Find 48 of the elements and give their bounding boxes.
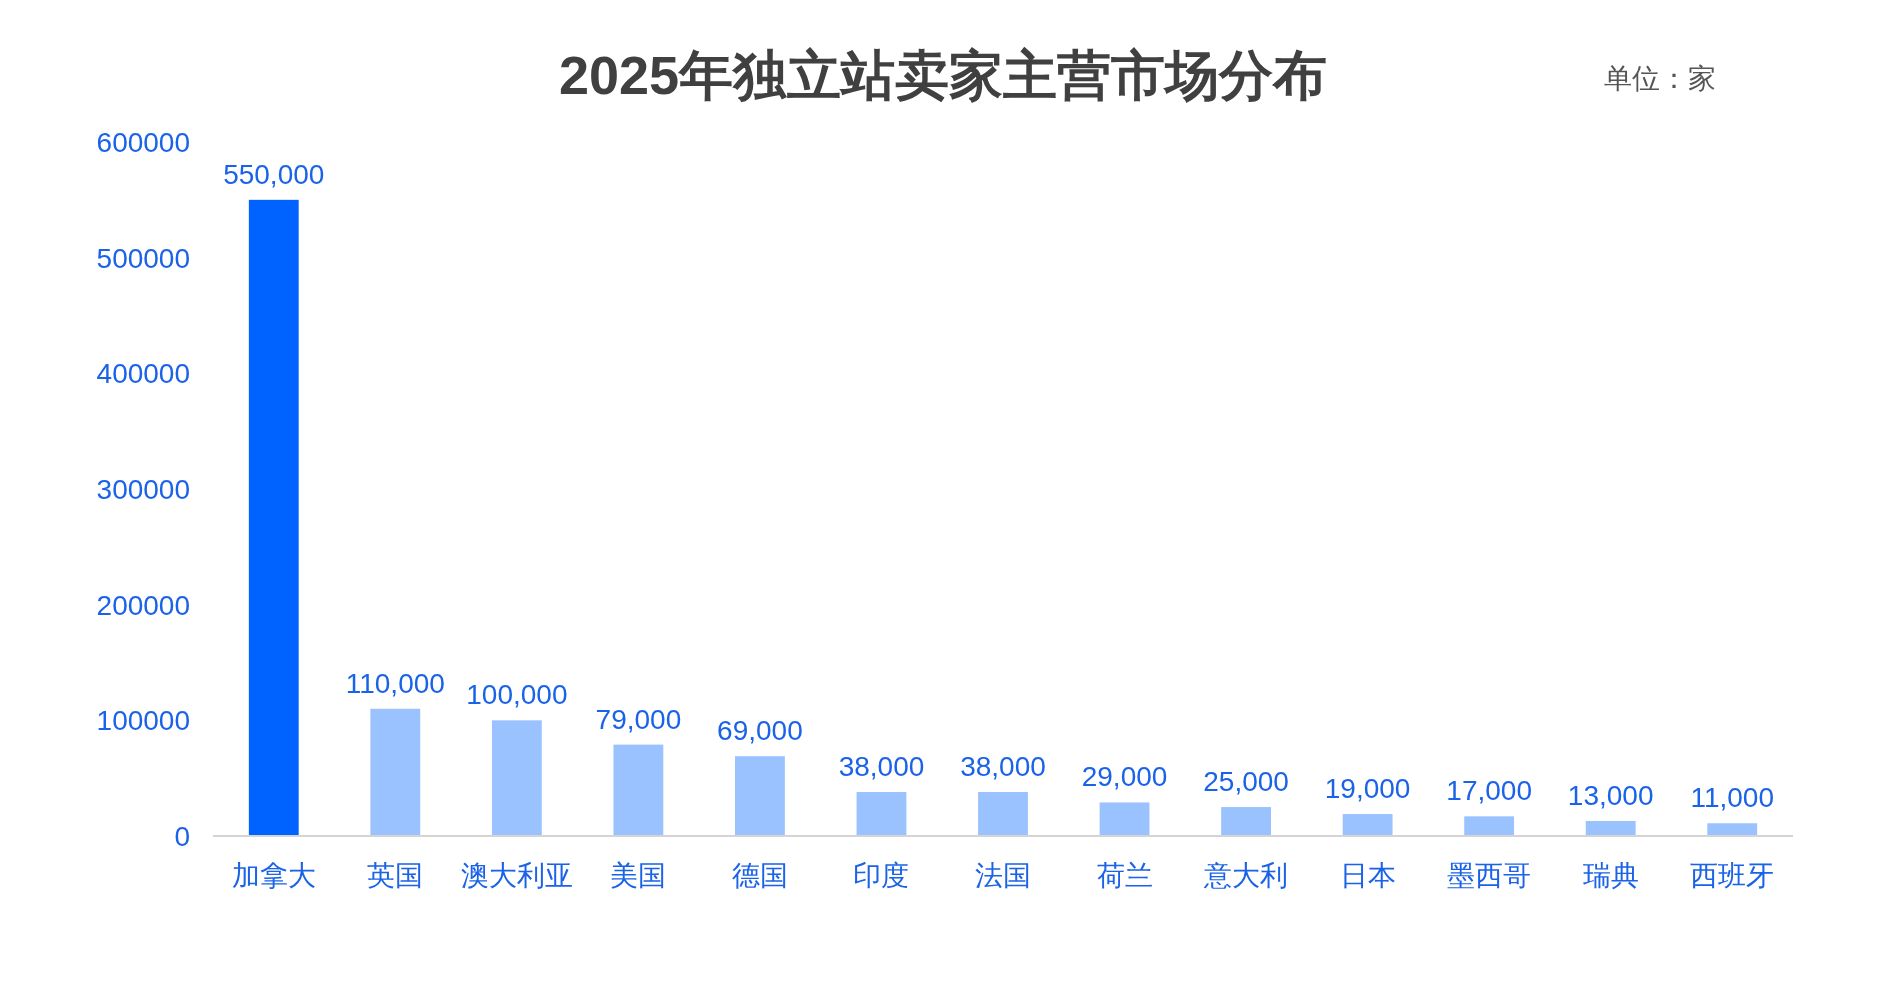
data-label: 25,000: [1203, 766, 1289, 798]
data-label: 79,000: [595, 703, 682, 735]
bar: [1707, 823, 1758, 836]
data-label: 13,000: [1567, 779, 1654, 811]
x-tick-label: 美国: [610, 860, 667, 891]
x-tick-label: 英国: [367, 860, 424, 891]
y-tick-label: 400000: [96, 358, 190, 390]
data-label: 17,000: [1446, 775, 1532, 807]
x-tick-label: 加拿大: [231, 860, 316, 891]
text: 单位：家: [1604, 63, 1716, 94]
data-label: 100,000: [466, 679, 568, 711]
data-label: 29,000: [1081, 761, 1168, 793]
x-tick-label: 澳大利亚: [460, 860, 573, 891]
bar: [370, 708, 421, 836]
data-label: 69,000: [717, 715, 803, 747]
x-tick-label: 荷兰: [1096, 860, 1153, 891]
y-tick-label: 500000: [96, 242, 190, 274]
bar: [613, 744, 664, 836]
y-tick-label: 300000: [96, 474, 190, 505]
data-label: 110,000: [345, 667, 445, 699]
data-label: 38,000: [838, 751, 925, 783]
chart-title: 2025年独立站卖家主营市场分布: [558, 45, 1328, 105]
y-tick-label: 200000: [96, 589, 190, 621]
bar: [248, 199, 299, 836]
data-label: 19,000: [1324, 773, 1411, 805]
bar: [491, 720, 542, 836]
bar: [856, 792, 907, 836]
x-tick-label: 印度: [853, 860, 910, 891]
data-label: 11,000: [1690, 782, 1775, 814]
bar: [1585, 820, 1636, 836]
y-tick-label: 0: [174, 821, 190, 852]
bar: [1342, 814, 1393, 836]
x-tick-label: 德国: [731, 860, 788, 891]
data-label: 550,000: [223, 158, 325, 190]
bar: [978, 792, 1028, 836]
y-tick-label: 600000: [96, 127, 190, 158]
y-tick-label: 100000: [96, 705, 190, 737]
x-tick-label: 法国: [975, 860, 1031, 891]
bar: [1464, 816, 1515, 836]
x-tick-label: 意大利: [1203, 860, 1289, 891]
x-tick-label: 西班牙: [1690, 860, 1775, 891]
data-label: 38,000: [960, 751, 1046, 783]
x-tick-label: 瑞典: [1582, 860, 1639, 891]
x-tick-label: 墨西哥: [1447, 860, 1532, 891]
bar: [735, 756, 785, 836]
bar: [1221, 807, 1271, 836]
x-tick-label: 日本: [1339, 860, 1396, 891]
bar: [1099, 802, 1150, 836]
